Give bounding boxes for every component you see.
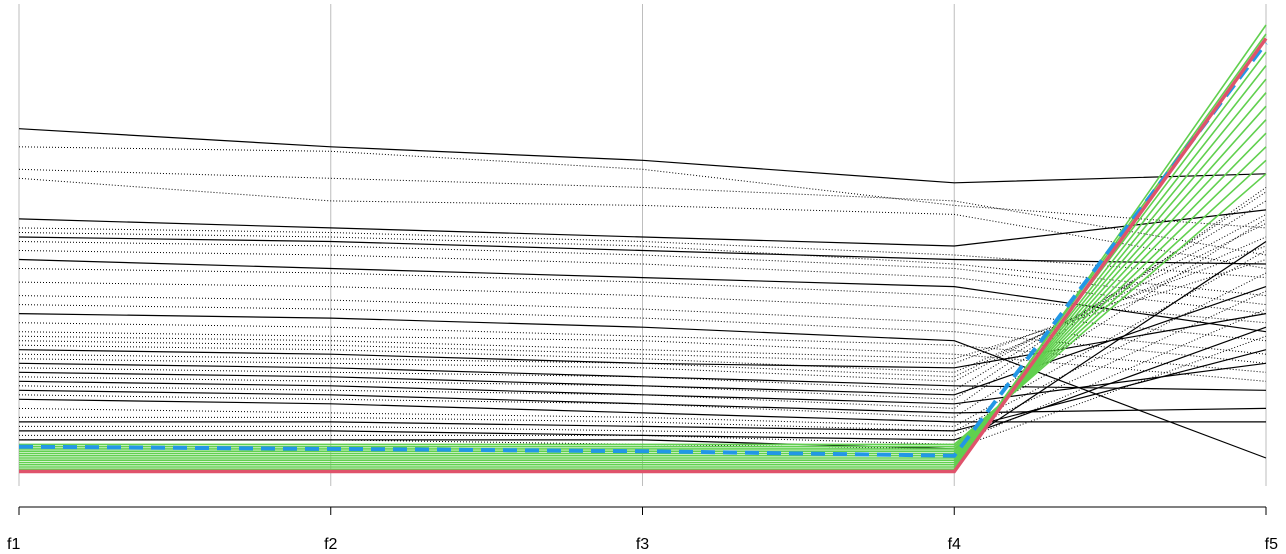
series-line-48 xyxy=(18,191,1267,400)
series-line-32 xyxy=(18,227,1267,279)
series-line-9 xyxy=(19,105,1267,457)
series-line-41 xyxy=(18,331,1267,382)
grid-lines xyxy=(18,4,1267,486)
series-line-40 xyxy=(18,322,1267,373)
series-line-15 xyxy=(18,128,1267,184)
series-line-54 xyxy=(19,308,1267,445)
x-axis: f1 f2 f3 f4 f5 xyxy=(7,506,1278,553)
x-tick-label-f3: f3 xyxy=(636,536,649,553)
series-line-10 xyxy=(19,119,1267,455)
series-line-50 xyxy=(18,218,1267,418)
series-line-51 xyxy=(18,250,1267,427)
series-line-39 xyxy=(18,304,1267,364)
series-line-23 xyxy=(18,362,1267,405)
x-tick-label-f1: f1 xyxy=(7,536,20,553)
series-line-31 xyxy=(18,177,1267,269)
series-line-53 xyxy=(19,290,1267,436)
series-line-43 xyxy=(18,245,1267,364)
series-line-21 xyxy=(18,362,1267,391)
series-line-8 xyxy=(19,92,1267,459)
series-line-28 xyxy=(19,241,1267,450)
series-line-35 xyxy=(18,250,1267,315)
series-line-14 xyxy=(19,173,1267,446)
series-line-29 xyxy=(18,146,1267,229)
series-line-38 xyxy=(18,295,1267,355)
series-line-27 xyxy=(19,326,1267,441)
series-line-30 xyxy=(18,168,1267,256)
series-line-26 xyxy=(19,349,1267,432)
series-line-33 xyxy=(18,232,1267,297)
series-line-18 xyxy=(18,258,1267,333)
series-line-52 xyxy=(19,272,1267,432)
series-line-34 xyxy=(18,241,1267,306)
series-line-7 xyxy=(19,78,1267,462)
series-line-49 xyxy=(18,186,1267,409)
x-tick-label-f4: f4 xyxy=(948,536,961,553)
series-line-45 xyxy=(18,222,1267,378)
series-line-47 xyxy=(18,200,1267,391)
series-line-37 xyxy=(18,281,1267,342)
series-line-17 xyxy=(18,236,1267,265)
series-line-6 xyxy=(19,65,1267,464)
x-tick-label-f5: f5 xyxy=(1265,536,1278,553)
x-tick-label-f2: f2 xyxy=(324,536,337,553)
series-line-24 xyxy=(18,389,1267,414)
series-line-16 xyxy=(18,209,1267,247)
series-line-44 xyxy=(18,236,1267,373)
series-lines xyxy=(18,24,1268,474)
series-line-4 xyxy=(19,33,1267,468)
series-line-2 xyxy=(18,41,1268,458)
series-line-22 xyxy=(18,286,1267,396)
series-line-36 xyxy=(18,268,1267,324)
series-line-25 xyxy=(18,398,1266,423)
series-line-20 xyxy=(18,313,1267,369)
series-line-1 xyxy=(19,37,1268,474)
